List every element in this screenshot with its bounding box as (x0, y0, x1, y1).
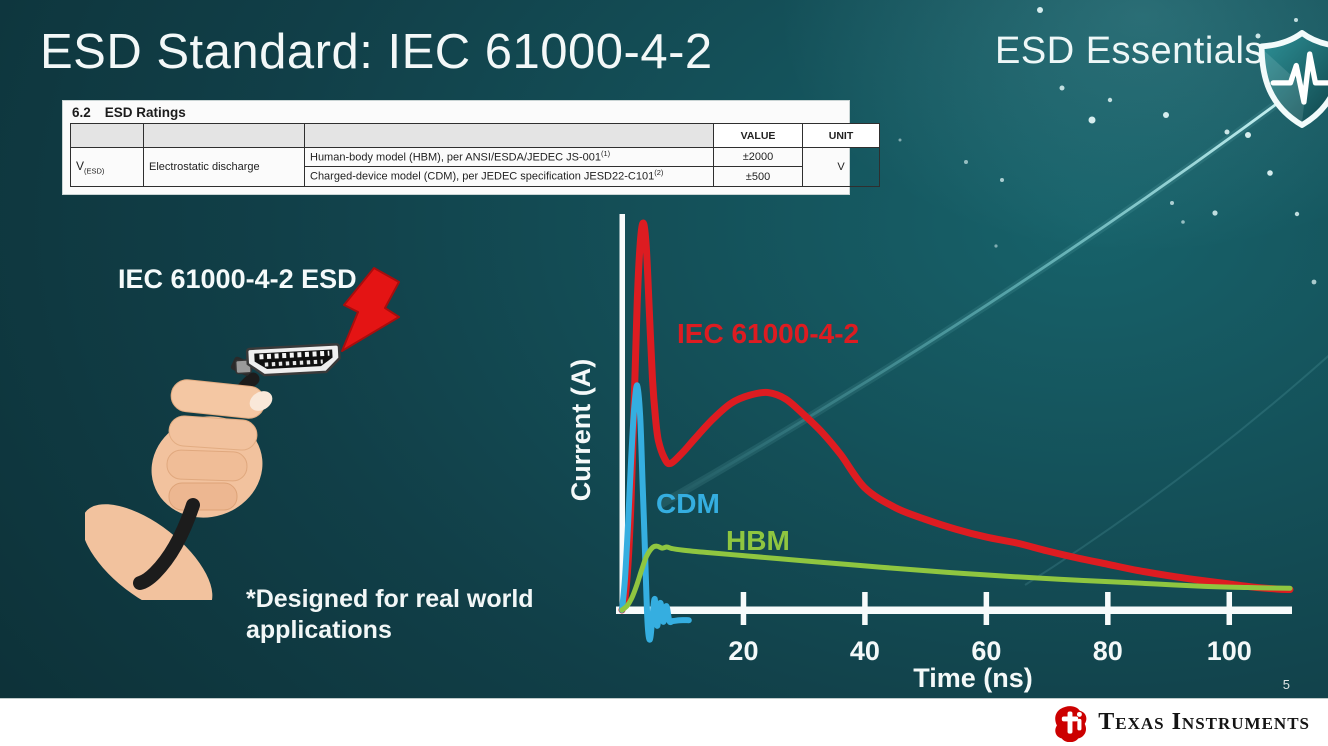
footer-bar: Texas Instruments (0, 698, 1328, 746)
header-spacer-cell (304, 123, 714, 148)
curve-label-iec: IEC 61000-4-2 (677, 318, 859, 349)
illustration-caption: IEC 61000-4-2 ESD (118, 264, 357, 294)
ti-logo-lockup: Texas Instruments (1052, 704, 1310, 742)
lightning-bolt-icon (341, 267, 400, 352)
header-spacer-cell (70, 123, 144, 148)
hand-holding-connector-illustration (85, 267, 400, 600)
section-number: 6.2 (72, 105, 91, 120)
section-name: ESD Ratings (104, 105, 186, 120)
hbm-value-cell: ±2000 (713, 146, 803, 168)
unit-column-header: UNIT (802, 123, 880, 148)
ti-logo-icon (1055, 705, 1087, 742)
x-axis (616, 606, 1292, 614)
curve-cdm (619, 382, 692, 643)
ti-wordmark: Texas Instruments (1098, 709, 1310, 735)
x-tick (983, 592, 990, 625)
page-number: 5 (1282, 677, 1290, 692)
x-axis-title: Time (ns) (913, 663, 1033, 693)
footnote-ref: (1) (601, 149, 611, 158)
symbol-subscript: (ESD) (84, 166, 105, 176)
table-row: Charged-device model (CDM), per JEDEC sp… (71, 166, 880, 187)
group-label-cell: Electrostatic discharge (143, 147, 305, 187)
designed-note: *Designed for real world applications (246, 585, 534, 644)
x-axis-ticks: 20 40 60 80 100 (728, 592, 1252, 666)
esd-waveform-chart: 20 40 60 80 100 IEC 61000-4-2 CDM HBM Time (… (566, 214, 1294, 693)
esd-ratings-panel: 6.2 ESD Ratings VALUE UNIT V(ESD) Electro… (62, 100, 880, 195)
curve-label-cdm: CDM (656, 488, 720, 519)
x-tick-label: 100 (1207, 636, 1252, 666)
table-row: V(ESD) Electrostatic discharge Human-bod… (70, 146, 880, 187)
curve-hbm (619, 543, 1293, 613)
curve-iec-61000-4-2 (618, 219, 1294, 614)
hbm-description-cell: Human-body model (HBM), per ANSI/ESDA/JE… (304, 146, 714, 168)
series-brand-label: ESD Essentials (995, 30, 1264, 72)
waveform-curves (618, 219, 1294, 643)
cdm-value-cell: ±500 (713, 166, 803, 187)
x-tick-label: 20 (728, 636, 758, 666)
y-axis (619, 214, 625, 612)
ratings-table: VALUE UNIT V(ESD) Electrostatic discharg… (70, 123, 880, 187)
fingernail (249, 391, 273, 411)
y-axis-title: Current (A) (566, 359, 596, 502)
x-tick (1105, 592, 1111, 625)
x-tick-label: 80 (1093, 636, 1123, 666)
x-tick (862, 592, 868, 625)
x-tick (740, 592, 747, 625)
shield-pulse-icon (1258, 30, 1328, 128)
ratings-section-title: 6.2 ESD Ratings (70, 104, 842, 123)
symbol-cell: V(ESD) (70, 147, 144, 187)
value-column-header: VALUE (713, 123, 803, 148)
curve-label-hbm: HBM (726, 525, 790, 556)
footnote-ref: (2) (654, 168, 664, 178)
cdm-description-cell: Charged-device model (CDM), per JEDEC sp… (304, 166, 714, 187)
hdmi-connector-icon (230, 343, 341, 377)
hand (85, 379, 273, 600)
header-spacer-cell (143, 123, 305, 148)
page-title: ESD Standard: IEC 61000-4-2 (40, 25, 713, 79)
x-tick-label: 40 (850, 636, 880, 666)
x-tick-label: 60 (971, 636, 1001, 666)
unit-cell: V (802, 147, 880, 187)
x-tick (1226, 592, 1233, 625)
table-header-row: VALUE UNIT (70, 123, 880, 148)
cable (133, 498, 200, 590)
